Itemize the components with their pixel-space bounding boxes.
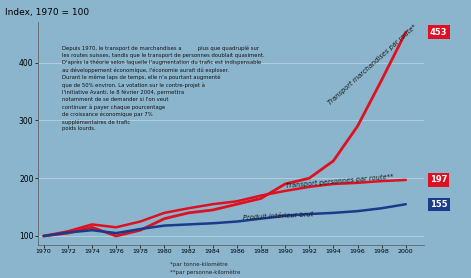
Text: 453: 453	[430, 28, 447, 37]
Text: 155: 155	[430, 200, 447, 209]
Text: Index, 1970 = 100: Index, 1970 = 100	[5, 8, 89, 17]
Text: 197: 197	[430, 175, 447, 184]
Text: Produit intérieur brut: Produit intérieur brut	[243, 211, 314, 221]
Text: **par personne-kilomètre: **par personne-kilomètre	[170, 270, 240, 275]
Text: Transport marchandises par route*: Transport marchandises par route*	[327, 23, 418, 106]
Text: Depuis 1970, le transport de marchandises a          plus que quadruplé sur
les : Depuis 1970, le transport de marchandise…	[62, 45, 264, 131]
Text: Transport personnes par route**: Transport personnes par route**	[285, 174, 393, 189]
Text: *par tonne-kilomètre: *par tonne-kilomètre	[170, 261, 227, 267]
